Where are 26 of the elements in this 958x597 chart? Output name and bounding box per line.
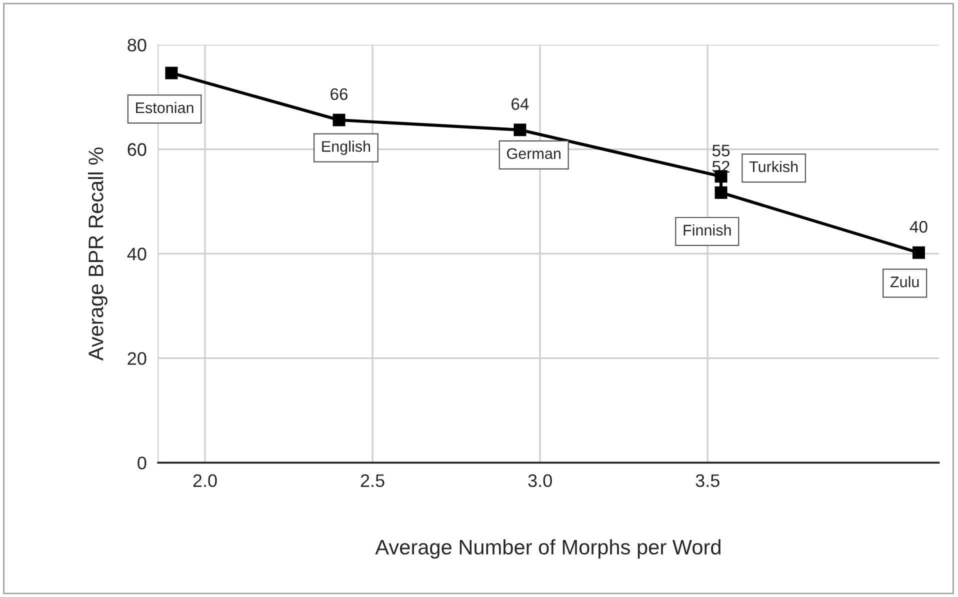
x-tick-label: 2.5 — [360, 474, 384, 488]
x-tick-label: 3.5 — [696, 474, 720, 488]
annotation: English — [322, 140, 370, 155]
annotation: Zulu — [890, 276, 919, 288]
annotation: Turkish — [749, 160, 798, 172]
y-tick-label: 80 — [128, 38, 146, 52]
point — [714, 186, 728, 199]
x-tick-label: 3.0 — [528, 474, 552, 488]
x-tick-label: 2.0 — [193, 474, 217, 488]
data-label: 55 — [712, 144, 730, 156]
y-tick-label: 20 — [128, 352, 146, 365]
point — [165, 66, 178, 80]
annotation: Finnish — [684, 224, 731, 236]
x-axis-title: Average Number of Morphs per Word — [375, 539, 720, 559]
point — [332, 114, 346, 126]
data-label: 40 — [910, 220, 928, 233]
y-tick-label: 40 — [127, 248, 146, 260]
data-label: 64 — [512, 98, 529, 110]
data-label: 66 — [330, 88, 348, 100]
y-tick-label: 60 — [128, 143, 146, 156]
point — [912, 246, 925, 259]
annotation: Estonian — [136, 102, 194, 114]
y-axis-title: Average BPR Recall % — [88, 148, 108, 361]
annotation: German — [507, 148, 560, 160]
y-tick-label: 0 — [138, 456, 146, 470]
point — [514, 124, 526, 136]
